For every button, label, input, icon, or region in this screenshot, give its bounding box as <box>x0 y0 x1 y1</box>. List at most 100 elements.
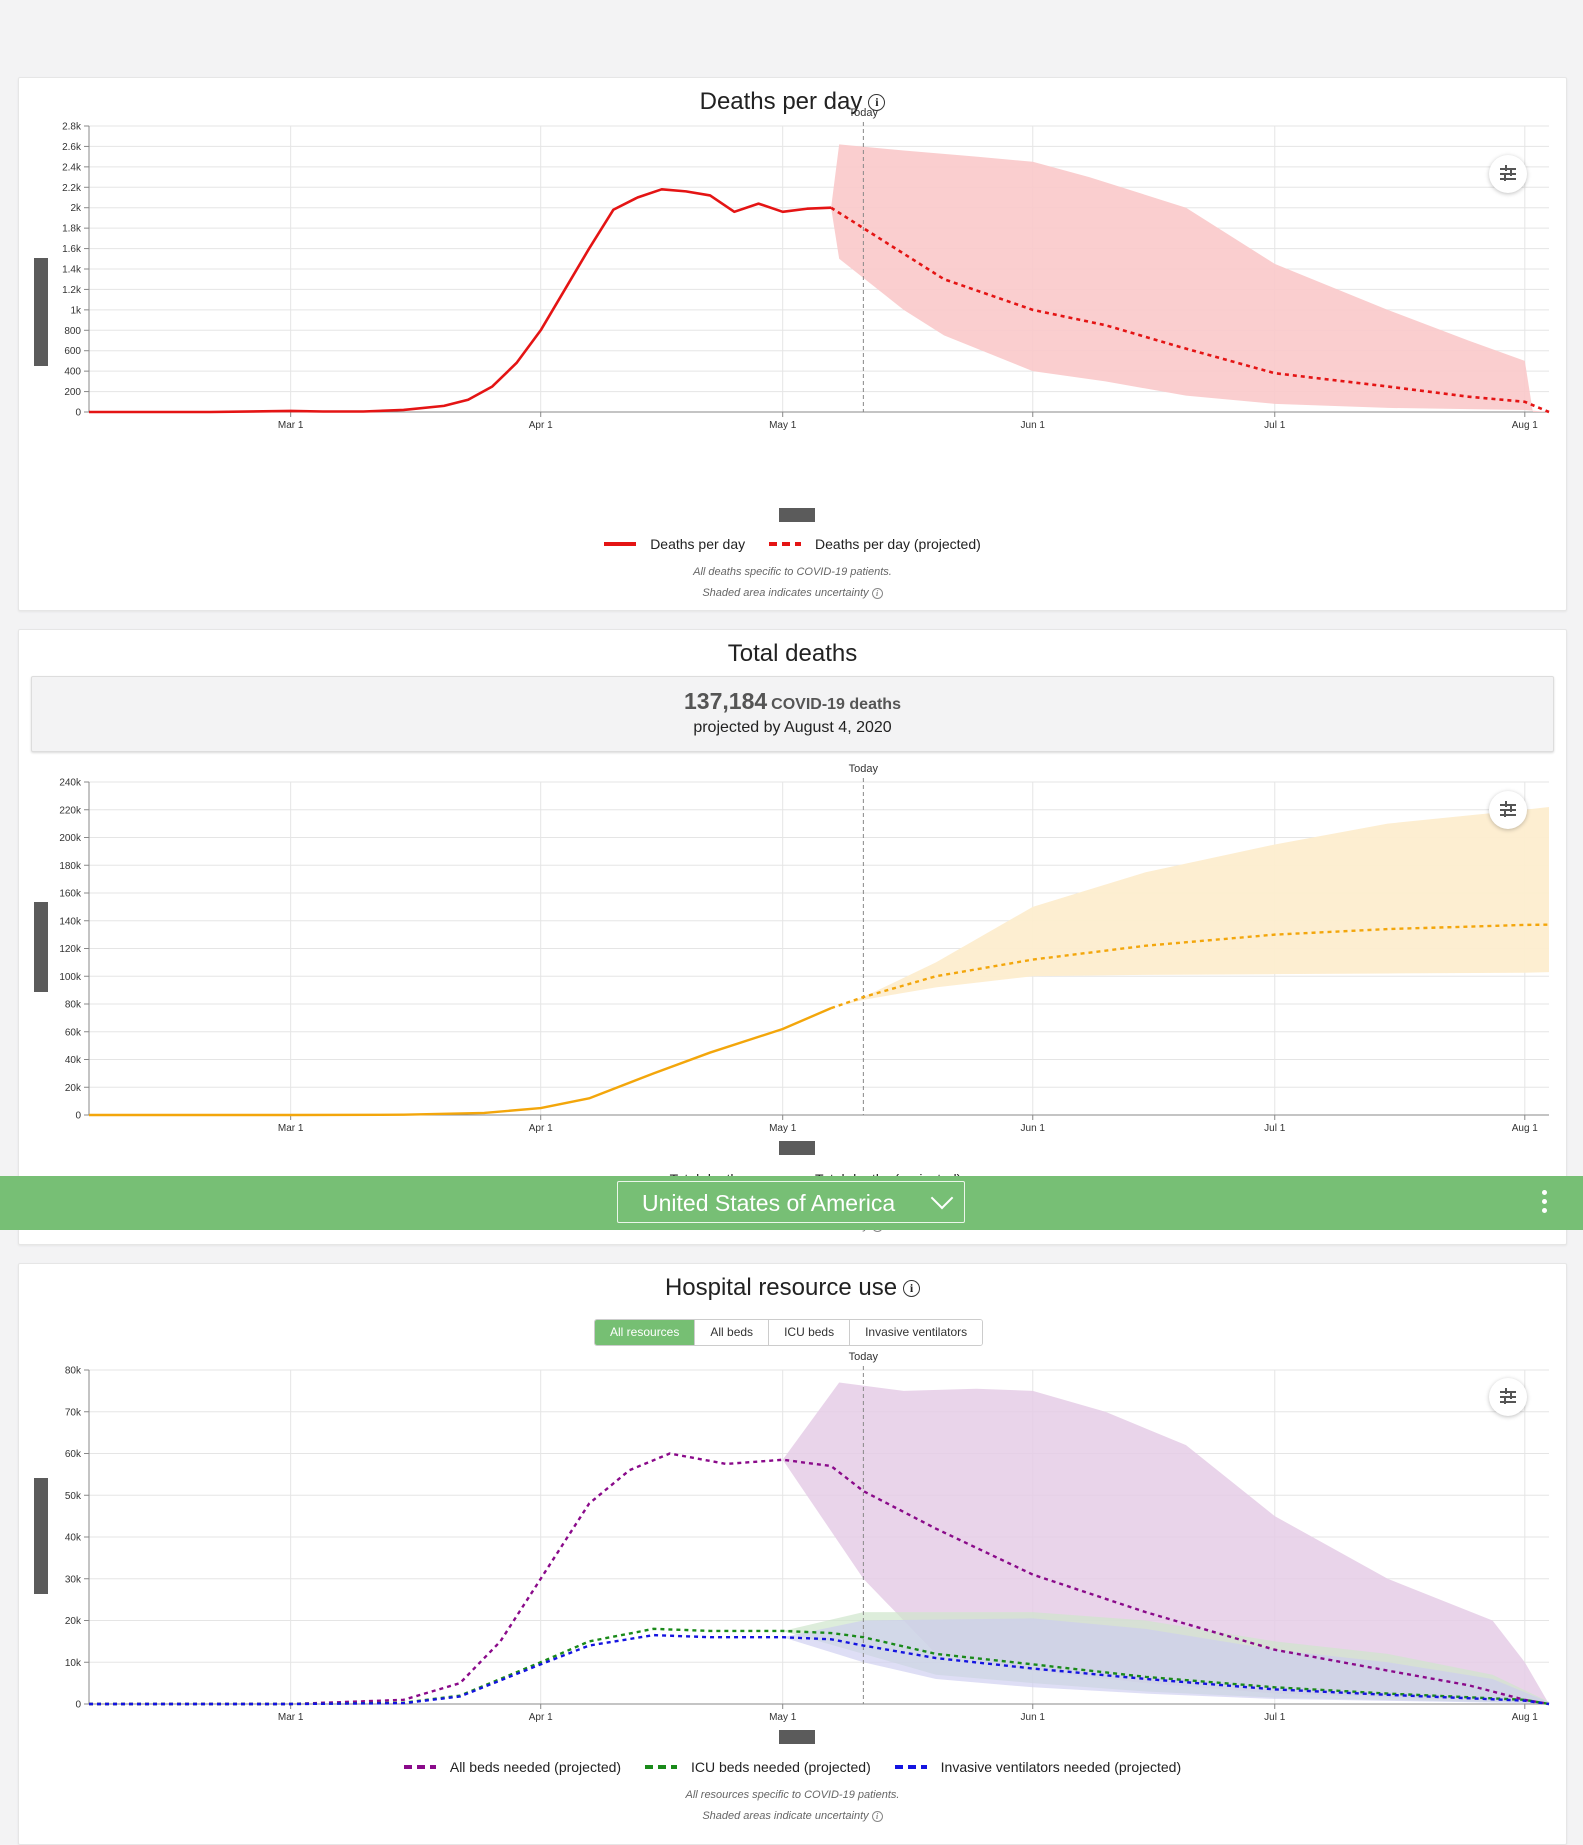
more-options-icon[interactable] <box>1542 1190 1548 1214</box>
y-tick-label: 180k <box>59 861 82 872</box>
chevron-down-icon <box>930 1186 954 1210</box>
legend-label: ICU beds needed (projected) <box>690 1759 871 1775</box>
y-tick-label: 10k <box>65 1658 82 1669</box>
x-axis-label-redacted <box>779 1141 815 1155</box>
x-tick-label: Apr 1 <box>529 1712 553 1723</box>
legend-item-deaths-projected[interactable]: Deaths per day (projected) <box>769 536 981 552</box>
y-axis-label-redacted <box>34 258 48 366</box>
legend-label: Deaths per day <box>650 536 746 552</box>
info-icon[interactable]: i <box>868 94 886 111</box>
y-tick-label: 20k <box>65 1616 82 1627</box>
x-tick-label: Jun 1 <box>1021 1123 1046 1134</box>
chart-settings-button[interactable] <box>1489 155 1527 193</box>
y-tick-label: 30k <box>65 1574 82 1585</box>
y-tick-label: 80k <box>65 1366 82 1377</box>
info-icon[interactable]: i <box>871 588 883 599</box>
total-deaths-value: 137,184 <box>684 688 768 714</box>
y-tick-label: 80k <box>65 1000 82 1011</box>
legend-swatch-dashed <box>894 1765 927 1769</box>
x-tick-label: Jun 1 <box>1021 420 1046 431</box>
x-tick-label: Mar 1 <box>278 1712 304 1723</box>
x-tick-label: Aug 1 <box>1512 1712 1539 1723</box>
y-tick-label: 240k <box>59 778 82 789</box>
deaths-note-1: All deaths specific to COVID-19 patients… <box>693 566 892 578</box>
hospital-note-2: Shaded areas indicate uncertainty i <box>19 1810 1566 1822</box>
series-line <box>89 1633 1550 1706</box>
hospital-legend: All beds needed (projected) ICU beds nee… <box>19 1756 1566 1775</box>
legend-item-ventilators[interactable]: Invasive ventilators needed (projected) <box>894 1759 1181 1775</box>
x-tick-label: Aug 1 <box>1512 420 1539 431</box>
y-tick-label: 200 <box>64 387 81 398</box>
series-line <box>830 923 1550 1010</box>
country-select-value: United States of America <box>642 1190 896 1216</box>
y-tick-label: 140k <box>59 916 82 927</box>
x-tick-label: Jul 1 <box>1264 1123 1286 1134</box>
y-tick-label: 2k <box>70 203 82 214</box>
deaths-per-day-legend: Deaths per day Deaths per day (projected… <box>19 533 1566 552</box>
info-icon[interactable]: i <box>903 1280 921 1297</box>
legend-swatch-dashed <box>644 1765 677 1769</box>
y-tick-label: 160k <box>59 889 82 900</box>
legend-item-all-beds[interactable]: All beds needed (projected) <box>403 1759 622 1775</box>
tab-all-beds[interactable]: All beds <box>694 1320 769 1345</box>
hospital-note-2-text: Shaded areas indicate uncertainty <box>702 1810 869 1822</box>
deaths-per-day-chart: 0 200 400 600 800 1k 1.2k 1.4k 1.6k 1.8k 2k 2.2k 2.4… <box>62 107 1550 431</box>
y-tick-label: 40k <box>65 1055 82 1066</box>
series-line <box>830 206 1550 414</box>
tab-all-resources[interactable]: All resources <box>595 1320 695 1345</box>
y-tick-label: 40k <box>65 1533 82 1544</box>
total-deaths-chart: 0 20k 40k 60k 80k 100k 120k 140k 160k 180k 200k 220… <box>59 763 1550 1134</box>
x-axis-label-redacted <box>779 1730 815 1744</box>
hospital-title: Hospital resource use i <box>19 1274 1566 1302</box>
today-label: Today <box>849 763 879 775</box>
deaths-note-2-text: Shaded area indicates uncertainty <box>702 587 869 599</box>
series-line <box>89 1452 1550 1706</box>
total-deaths-summary: 137,184 COVID-19 deaths projected by Augu… <box>31 676 1554 752</box>
x-tick-label: Jul 1 <box>1264 420 1286 431</box>
y-tick-label: 1.6k <box>62 244 82 255</box>
y-tick-label: 120k <box>59 944 82 955</box>
tab-icu-beds[interactable]: ICU beds <box>768 1320 850 1345</box>
y-tick-label: 20k <box>65 1083 82 1094</box>
legend-item-icu-beds[interactable]: ICU beds needed (projected) <box>644 1759 871 1775</box>
tab-invasive-ventilators[interactable]: Invasive ventilators <box>849 1320 983 1345</box>
y-tick-label: 1.4k <box>62 265 82 276</box>
chart-settings-button[interactable] <box>1489 791 1527 829</box>
x-tick-label: May 1 <box>769 420 797 431</box>
x-tick-label: Jul 1 <box>1264 1712 1286 1723</box>
x-tick-label: Apr 1 <box>529 1123 553 1134</box>
uncertainty-band <box>831 144 1549 412</box>
x-tick-label: Mar 1 <box>278 420 304 431</box>
chart-settings-button[interactable] <box>1489 1378 1527 1416</box>
y-tick-label: 60k <box>65 1027 82 1038</box>
x-tick-label: May 1 <box>769 1712 797 1723</box>
y-tick-label: 800 <box>64 326 81 337</box>
info-icon[interactable]: i <box>871 1811 883 1822</box>
y-tick-label: 0 <box>75 408 81 419</box>
y-tick-label: 50k <box>65 1491 82 1502</box>
total-deaths-card: Total deaths 137,184 COVID-19 deaths proj… <box>18 629 1567 1245</box>
deaths-per-day-card: Deaths per day i 0 200 400 600 800 1k 1.2k 1.4k 1… <box>18 77 1567 611</box>
hospital-note-1: All resources specific to COVID-19 patie… <box>685 1789 900 1801</box>
total-deaths-subtitle: projected by August 4, 2020 <box>693 719 892 736</box>
x-tick-label: May 1 <box>769 1123 797 1134</box>
y-tick-label: 220k <box>59 805 82 816</box>
legend-item-deaths[interactable]: Deaths per day <box>604 536 745 552</box>
y-tick-label: 600 <box>64 346 81 357</box>
legend-label: Deaths per day (projected) <box>815 536 981 552</box>
total-deaths-unit: COVID-19 deaths <box>771 696 901 713</box>
uncertainty-band <box>782 1618 1549 1704</box>
legend-swatch-dashed <box>769 542 802 546</box>
y-tick-label: 60k <box>65 1449 82 1460</box>
country-select[interactable]: United States of America <box>617 1181 965 1223</box>
deaths-per-day-title: Deaths per day i <box>19 88 1566 116</box>
y-tick-label: 2.4k <box>62 162 82 173</box>
x-tick-label: Aug 1 <box>1512 1123 1539 1134</box>
series-line <box>89 188 832 414</box>
legend-label: All beds needed (projected) <box>449 1759 622 1775</box>
legend-swatch-solid <box>604 542 637 546</box>
today-label: Today <box>849 107 879 119</box>
location-bar: United States of America <box>0 1176 1583 1230</box>
y-axis-label-redacted <box>34 1478 48 1594</box>
y-tick-label: 1.8k <box>62 224 82 235</box>
